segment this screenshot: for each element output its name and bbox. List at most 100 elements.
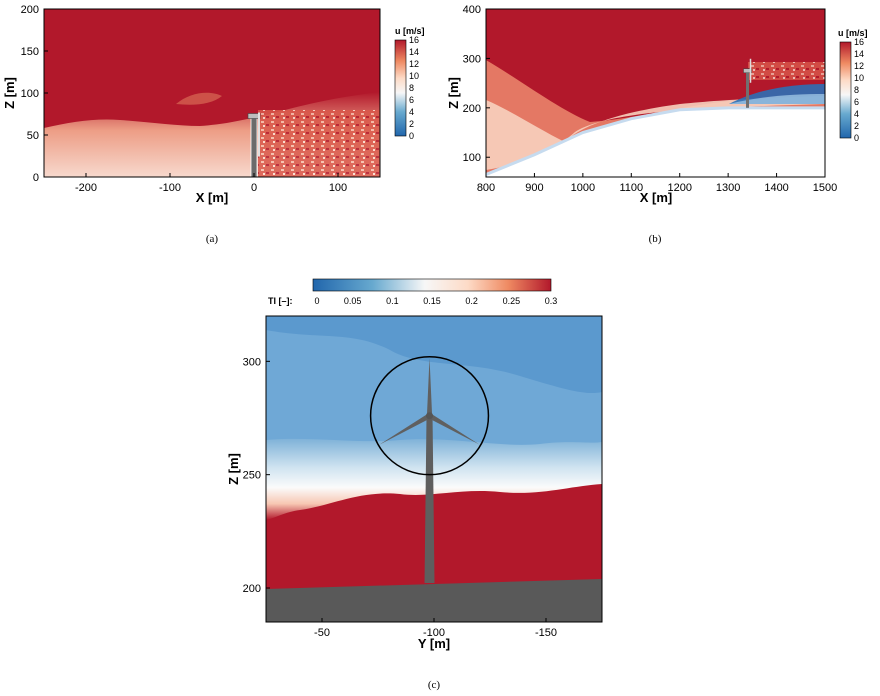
panel-b-colorbar-tick: 12 — [854, 61, 864, 71]
panel-b-ytick-label: 200 — [463, 103, 481, 115]
panel-b-colorbar-tick: 10 — [854, 73, 864, 83]
panel-a-turbine — [247, 112, 261, 178]
panel-c-ytick-label: 250 — [243, 470, 261, 482]
panel-a-ylabel: Z [m] — [2, 77, 17, 109]
panel-c-colorbar: TI [–]: 0 0.05 0.1 0.15 0.2 0.25 0.3 — [268, 278, 558, 306]
panel-c-caption: (c) — [428, 679, 441, 691]
panel-a-colorbar-tick: 10 — [409, 71, 419, 81]
panel-b-terrain — [486, 107, 825, 177]
panel-c-colorbar-tick: 0.05 — [344, 296, 362, 306]
panel-c-ylabel: Z [m] — [226, 453, 241, 485]
panel-b-tower — [746, 70, 750, 108]
panel-a-axes: -200 -100 0 100 0 50 100 150 200 — [21, 4, 348, 194]
panel-b-recirculation-edge — [729, 94, 825, 104]
panel-b-xtick-label: 900 — [525, 182, 543, 194]
panel-b-frame — [485, 8, 826, 178]
panel-a-ytick-label: 50 — [27, 130, 39, 142]
panel-a-caption: (a) — [206, 233, 219, 245]
panel-a-xtick-label: 100 — [329, 182, 347, 194]
panel-a-colorbar-label: u [m/s] — [395, 26, 425, 36]
panel-c-blade — [428, 413, 480, 445]
panel-c-tower — [424, 415, 435, 583]
panel-c-colorbar-tick: 0.1 — [386, 296, 399, 306]
panel-b-colorbar-tick: 2 — [854, 121, 859, 131]
panel-b-axes: 800 900 1000 1100 1200 1300 1400 1500 100 200 300 4… — [463, 4, 838, 194]
panel-c-shear-layer — [266, 438, 602, 520]
panel-a-xtick-label: -100 — [159, 182, 181, 194]
panel-c-colorbar-ramp — [312, 278, 552, 292]
panel-a-xtick-label: 0 — [251, 182, 257, 194]
panel-c-xtick-label: -50 — [314, 627, 330, 639]
panel-c-turbine — [369, 356, 490, 583]
panel-b-terrain-edge — [486, 106, 825, 176]
panel-a-colorbar-tick: 12 — [409, 59, 419, 69]
panel-b-xtick-label: 1500 — [813, 182, 837, 194]
panel-b-xtick-label: 1200 — [667, 182, 691, 194]
panel-c-low-ti-patch — [266, 316, 602, 394]
panel-c-rotor-circle — [369, 356, 490, 476]
panel-b-colorbar-ramp — [839, 41, 852, 139]
panel-a-xtick-label: -200 — [75, 182, 97, 194]
panel-b-nacelle — [743, 68, 752, 74]
panel-c-colorbar-tick: 0.25 — [503, 296, 521, 306]
panel-c-blade — [379, 413, 431, 445]
panel-a-eddy — [176, 92, 222, 105]
panel-c-colorbar-tick: 0.3 — [545, 296, 558, 306]
panel-a-ytick-label: 0 — [33, 172, 39, 184]
panel-c-blade — [426, 357, 433, 416]
panel-c-ytick-label: 300 — [243, 356, 261, 368]
panel-c-xlabel: Y [m] — [418, 636, 450, 651]
panel-c-ground — [266, 579, 602, 622]
panel-b: 800 900 1000 1100 1200 1300 1400 15001002003004… — [446, 4, 868, 245]
panel-a-colorbar-tick: 8 — [409, 83, 414, 93]
panel-a-ytick-label: 200 — [21, 4, 39, 16]
panel-a-field — [44, 9, 380, 177]
panel-b-colorbar: u [m/s] 0 2 4 6 8 10 12 14 16 — [838, 28, 868, 143]
panel-b-xtick-label: 1300 — [716, 182, 740, 194]
panel-a-ytick-label: 150 — [21, 46, 39, 58]
panel-c-colorbar-tick: 0.2 — [465, 296, 478, 306]
panel-a-colorbar-tick: 0 — [409, 131, 414, 141]
panel-a-colorbar-tick: 14 — [409, 47, 419, 57]
panel-c-colorbar-label: TI [–]: — [268, 296, 293, 306]
panel-b-colorbar-label: u [m/s] — [838, 28, 868, 38]
panel-b-xlabel: X [m] — [640, 190, 673, 205]
panel-b-colorbar-tick: 0 — [854, 133, 859, 143]
panel-c-colorbar-tick: 0.15 — [423, 296, 441, 306]
panel-a-colorbar-tick: 2 — [409, 119, 414, 129]
panel-a-colorbar: u [m/s] 0 2 4 6 8 10 12 14 16 — [394, 26, 425, 141]
panel-a-colorbar-ramp — [394, 39, 407, 137]
panel-b-rotor-wake — [748, 62, 825, 80]
panel-b-colorbar-tick: 6 — [854, 97, 859, 107]
panel-c-xtick-label: -150 — [535, 627, 557, 639]
panel-a-xlabel: X [m] — [196, 190, 229, 205]
panel-b-field — [486, 9, 825, 177]
panel-b-ytick-label: 400 — [463, 4, 481, 16]
panel-b-caption: (b) — [649, 233, 662, 245]
panel-b-colorbar-tick: 8 — [854, 85, 859, 95]
panel-c-xtick-label: -100 — [423, 627, 445, 639]
panel-a-colorbar-tick: 4 — [409, 107, 414, 117]
panel-c-axes: -50 -100 -150 200 250 300 — [243, 356, 557, 639]
panel-b-colorbar-tick: 4 — [854, 109, 859, 119]
panel-b-xtick-label: 1100 — [619, 182, 643, 194]
panel-b-ytick-label: 100 — [463, 152, 481, 164]
panel-c-field — [266, 316, 602, 622]
panel-b-colorbar-tick: 14 — [854, 49, 864, 59]
panel-c: -50 -100 -150 200 250 300 Y [m] Z [m] TI [–]:… — [226, 278, 603, 691]
panel-b-ytick-label: 300 — [463, 53, 481, 65]
panel-b-xtick-label: 1400 — [764, 182, 788, 194]
panel-c-ytick-label: 200 — [243, 583, 261, 595]
panel-b-turbine — [743, 58, 752, 108]
panel-a-wake — [258, 110, 380, 177]
panel-b-xtick-label: 1000 — [571, 182, 595, 194]
panel-b-shear-layer — [486, 60, 825, 177]
panel-a-colorbar-tick: 16 — [409, 35, 419, 45]
panel-a-ytick-label: 100 — [21, 88, 39, 100]
panel-c-colorbar-tick: 0 — [314, 296, 319, 306]
panel-a-colorbar-tick: 6 — [409, 95, 414, 105]
panel-c-hub — [426, 412, 434, 420]
panel-b-colorbar-tick: 16 — [854, 37, 864, 47]
